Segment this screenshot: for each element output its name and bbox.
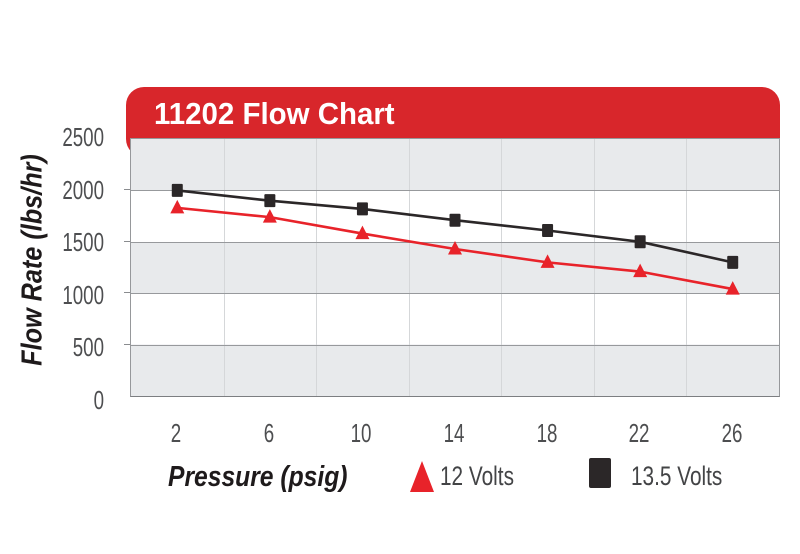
y-axis-tick [124,189,130,191]
x-tick-label: 6 [263,418,275,448]
chart-plot-area [130,138,780,397]
y-tick-label: 500 [72,332,104,363]
x-axis-title: Pressure (psig) [168,461,348,493]
square-marker [449,213,461,227]
square-marker [542,223,554,237]
h-gridline [131,190,779,192]
triangle-marker [448,240,462,255]
x-tick-label: 26 [721,418,743,448]
square-marker [634,235,646,249]
triangle-marker [633,263,648,278]
x-tick-label: 22 [628,418,650,448]
triangle-marker [170,199,185,214]
chart-title: 11202 Flow Chart [154,96,395,131]
triangle-marker [355,225,370,240]
y-tick-label: 1000 [62,279,104,310]
triangle-marker [262,209,277,223]
v-gridline [408,139,410,396]
legend-label-12-volts: 12 Volts [440,461,514,491]
square-marker [356,202,368,216]
x-tick-label: 10 [351,418,372,448]
y-axis-tick [124,343,130,345]
legend-square-icon [589,458,611,488]
x-tick-label: 14 [443,418,465,448]
legend-triangle-icon [410,461,434,492]
y-axis-tick [124,240,130,242]
triangle-marker [540,254,555,268]
triangle-marker [725,281,740,295]
v-gridline [223,139,225,396]
y-tick-label: 0 [93,385,104,415]
square-marker [264,194,276,208]
x-tick-label: 18 [536,418,557,448]
y-tick-label: 2000 [62,174,104,205]
h-gridline [131,293,779,295]
square-marker [727,255,739,269]
y-axis-title: Flow Rate (lbs/hr) [16,154,49,366]
h-gridline [131,344,779,346]
legend-label-13-5-volts: 13.5 Volts [631,461,723,491]
series-layer [170,183,740,295]
v-gridline [316,139,318,396]
square-marker [171,183,183,197]
v-gridline [686,139,688,396]
x-tick-label: 2 [171,418,182,448]
y-axis-tick [124,292,130,294]
v-gridline [501,139,503,396]
y-tick-label: 1500 [62,227,104,258]
y-tick-label: 2500 [62,122,104,152]
